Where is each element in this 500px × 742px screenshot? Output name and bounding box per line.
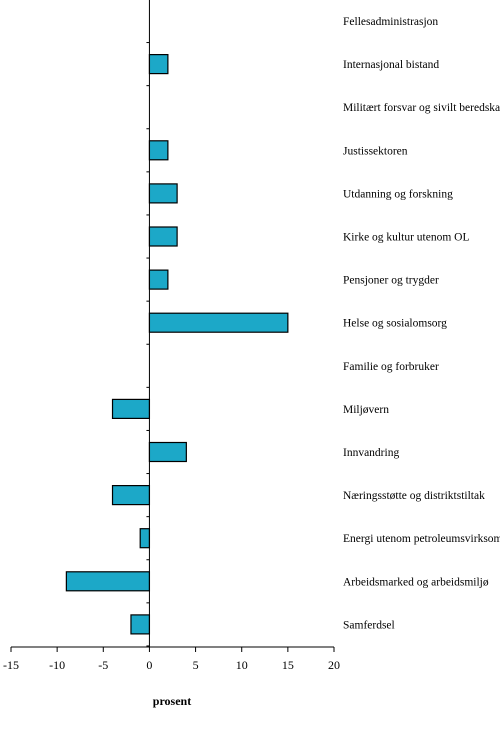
- bar: [148, 312, 289, 333]
- bar: [148, 53, 169, 75]
- x-tick-label: 0: [146, 658, 152, 672]
- bar: [111, 485, 151, 506]
- category-label: Energi utenom petroleumsvirksomhet: [343, 533, 500, 545]
- category-label: Familie og forbruker: [343, 361, 439, 373]
- x-tick-label: 20: [328, 658, 340, 672]
- bars: [65, 53, 289, 635]
- x-tick-label: 10: [236, 658, 248, 672]
- axes: [10, 0, 335, 652]
- bar: [130, 614, 151, 635]
- bar: [111, 398, 151, 419]
- bar: [65, 571, 151, 592]
- x-tick-label: -5: [98, 658, 108, 672]
- category-label: Arbeidsmarked og arbeidsmiljø: [343, 576, 489, 588]
- category-label: Innvandring: [343, 447, 399, 459]
- bar: [139, 528, 151, 549]
- category-label: Samferdsel: [343, 619, 395, 631]
- x-tick-labels: -15 -10 -5 0 5 10 15 20: [3, 658, 340, 672]
- category-label: Helse og sosialomsorg: [343, 318, 447, 330]
- category-label: Internasjonal bistand: [343, 59, 439, 71]
- bar: [148, 140, 169, 161]
- x-axis-title: prosent: [153, 694, 191, 708]
- bar: [148, 441, 187, 463]
- category-label: Justissektoren: [343, 145, 408, 157]
- category-label: Utdanning og forskning: [343, 188, 453, 200]
- bar: [148, 183, 178, 204]
- category-label: Fellesadministrasjon: [343, 16, 438, 28]
- x-tick-label: 5: [193, 658, 199, 672]
- x-tick-label: 15: [282, 658, 294, 672]
- category-label: Militært forsvar og sivilt beredskap: [343, 102, 500, 114]
- category-labels: Fellesadministrasjon Internasjonal bistan…: [343, 16, 500, 631]
- bar: [148, 226, 178, 247]
- category-label: Pensjoner og trygder: [343, 275, 439, 287]
- x-tick-label: -15: [3, 658, 19, 672]
- category-label: Miljøvern: [343, 404, 389, 416]
- x-tick-label: -10: [49, 658, 65, 672]
- category-label: Næringsstøtte og distriktstiltak: [343, 490, 485, 502]
- bar: [148, 269, 169, 290]
- category-label: Kirke og kultur utenom OL: [343, 232, 469, 244]
